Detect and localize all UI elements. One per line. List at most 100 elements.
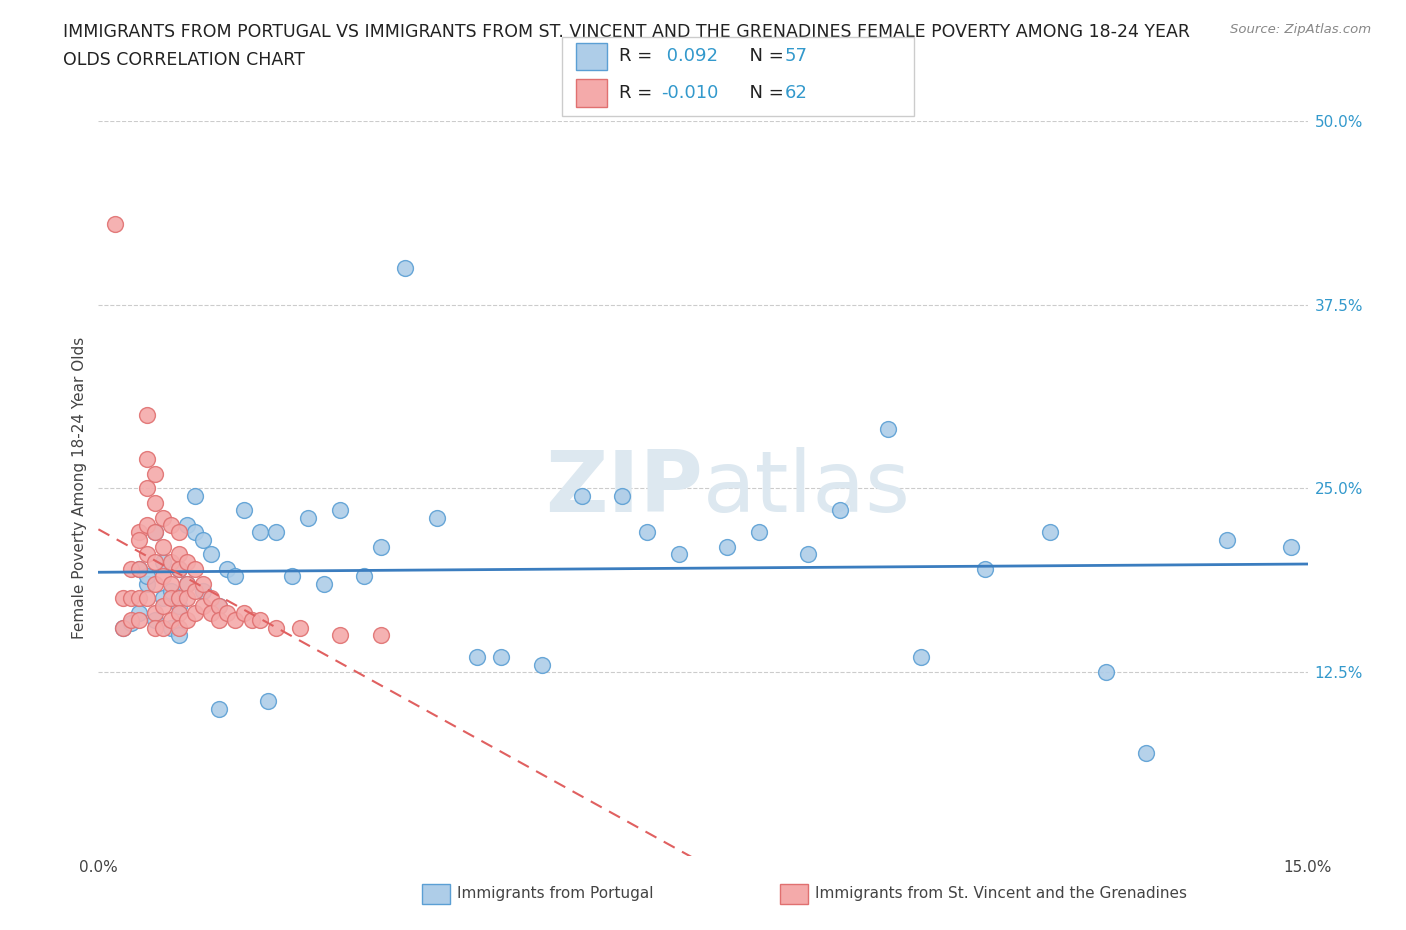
Point bbox=[224, 613, 246, 628]
Point bbox=[128, 591, 150, 606]
Point bbox=[465, 650, 488, 665]
Point bbox=[160, 584, 183, 599]
Point bbox=[143, 496, 166, 511]
Point bbox=[208, 598, 231, 613]
Point bbox=[111, 620, 134, 635]
Text: atlas: atlas bbox=[703, 446, 911, 530]
Point bbox=[120, 613, 142, 628]
Text: OLDS CORRELATION CHART: OLDS CORRELATION CHART bbox=[63, 51, 305, 69]
Point bbox=[264, 620, 287, 635]
Text: 0.092: 0.092 bbox=[661, 47, 718, 65]
Point bbox=[797, 547, 820, 562]
Point bbox=[877, 422, 900, 437]
Point bbox=[193, 598, 215, 613]
Point bbox=[224, 569, 246, 584]
Point bbox=[636, 525, 658, 539]
Point bbox=[160, 613, 183, 628]
Point bbox=[160, 554, 183, 569]
Point bbox=[143, 613, 166, 628]
Point bbox=[828, 503, 851, 518]
Point bbox=[160, 577, 183, 591]
Point bbox=[329, 628, 352, 643]
Point bbox=[184, 562, 207, 577]
Text: -0.010: -0.010 bbox=[661, 84, 718, 101]
Point bbox=[1095, 664, 1118, 679]
Point bbox=[491, 650, 513, 665]
Point bbox=[128, 613, 150, 628]
Point bbox=[974, 562, 997, 577]
Point bbox=[143, 525, 166, 539]
Point bbox=[152, 539, 174, 554]
Point bbox=[314, 577, 336, 591]
Point bbox=[193, 532, 215, 547]
Point bbox=[370, 628, 392, 643]
Point bbox=[103, 217, 125, 232]
Point bbox=[120, 616, 142, 631]
Text: IMMIGRANTS FROM PORTUGAL VS IMMIGRANTS FROM ST. VINCENT AND THE GRENADINES FEMAL: IMMIGRANTS FROM PORTUGAL VS IMMIGRANTS F… bbox=[63, 23, 1191, 41]
Point bbox=[910, 650, 932, 665]
Point bbox=[329, 503, 352, 518]
Point bbox=[208, 701, 231, 716]
Point bbox=[135, 481, 157, 496]
Point bbox=[200, 591, 222, 606]
Point bbox=[167, 525, 190, 539]
Point bbox=[176, 577, 198, 591]
Y-axis label: Female Poverty Among 18-24 Year Olds: Female Poverty Among 18-24 Year Olds bbox=[72, 338, 87, 640]
Text: 62: 62 bbox=[785, 84, 807, 101]
Point bbox=[281, 569, 304, 584]
Point bbox=[152, 591, 174, 606]
Point bbox=[1216, 532, 1239, 547]
Point bbox=[249, 525, 271, 539]
Point bbox=[152, 620, 174, 635]
Point bbox=[143, 577, 166, 591]
Point bbox=[232, 605, 254, 620]
Point bbox=[1039, 525, 1062, 539]
Point bbox=[184, 488, 207, 503]
Text: N =: N = bbox=[738, 84, 790, 101]
Text: 57: 57 bbox=[785, 47, 807, 65]
Point bbox=[716, 539, 738, 554]
Point bbox=[1281, 539, 1303, 554]
Point bbox=[128, 562, 150, 577]
Point bbox=[176, 591, 198, 606]
Point bbox=[612, 488, 634, 503]
Point bbox=[249, 613, 271, 628]
Point bbox=[128, 532, 150, 547]
Point bbox=[208, 613, 231, 628]
Text: R =: R = bbox=[619, 47, 658, 65]
Point bbox=[370, 539, 392, 554]
Point bbox=[176, 613, 198, 628]
Point bbox=[135, 591, 157, 606]
Point bbox=[135, 407, 157, 422]
Point bbox=[297, 511, 319, 525]
Point bbox=[135, 451, 157, 466]
Point bbox=[208, 598, 231, 613]
Point bbox=[530, 658, 553, 672]
Point bbox=[128, 562, 150, 577]
Point bbox=[135, 569, 157, 584]
Point bbox=[167, 605, 190, 620]
Point bbox=[143, 554, 166, 569]
Text: R =: R = bbox=[619, 84, 658, 101]
Point bbox=[184, 584, 207, 599]
Point bbox=[111, 591, 134, 606]
Point bbox=[193, 584, 215, 599]
Point bbox=[152, 554, 174, 569]
Point bbox=[176, 577, 198, 591]
Point bbox=[120, 562, 142, 577]
Point bbox=[160, 620, 183, 635]
Point bbox=[184, 605, 207, 620]
Point bbox=[135, 517, 157, 532]
Point bbox=[152, 511, 174, 525]
Text: ZIP: ZIP bbox=[546, 446, 703, 530]
Point bbox=[167, 562, 190, 577]
Point bbox=[160, 591, 183, 606]
Point bbox=[167, 598, 190, 613]
Text: N =: N = bbox=[738, 47, 790, 65]
Point bbox=[120, 591, 142, 606]
Point bbox=[200, 605, 222, 620]
Point bbox=[167, 562, 190, 577]
Text: Immigrants from St. Vincent and the Grenadines: Immigrants from St. Vincent and the Gren… bbox=[815, 886, 1188, 901]
Point bbox=[668, 547, 690, 562]
Point bbox=[167, 547, 190, 562]
